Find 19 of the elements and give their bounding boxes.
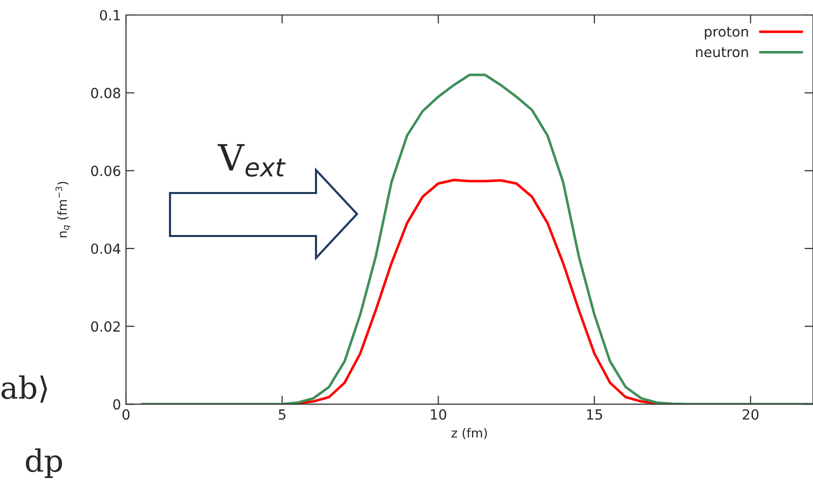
x-tick-label: 10 [430, 409, 446, 420]
y-tick-label: 0 [113, 399, 120, 410]
legend-label: proton [704, 26, 748, 40]
x-tick-label: 20 [742, 409, 758, 420]
line-series [140, 74, 813, 404]
y-tick-label: 0.1 [100, 10, 120, 20]
legend-label: neutron [696, 47, 748, 58]
text: dp [26, 448, 62, 478]
x-tick-label: 15 [587, 409, 602, 420]
text: ab⟩ [2, 375, 47, 403]
y-tick-label: 0.08 [91, 88, 120, 98]
y-tick-label: 0.04 [91, 243, 120, 254]
x-tick-label: 5 [278, 409, 286, 420]
y-axis-title: n$_{q}$ (fm$^{−3}$) [56, 182, 71, 238]
y-tick-label: 0.06 [91, 166, 120, 176]
y-tick-label: 0.02 [91, 321, 120, 332]
annotation: V$_{ext}$ [218, 144, 286, 177]
x-tick-label: 0 [122, 409, 130, 420]
x-axis-title: z (fm) [452, 428, 487, 440]
